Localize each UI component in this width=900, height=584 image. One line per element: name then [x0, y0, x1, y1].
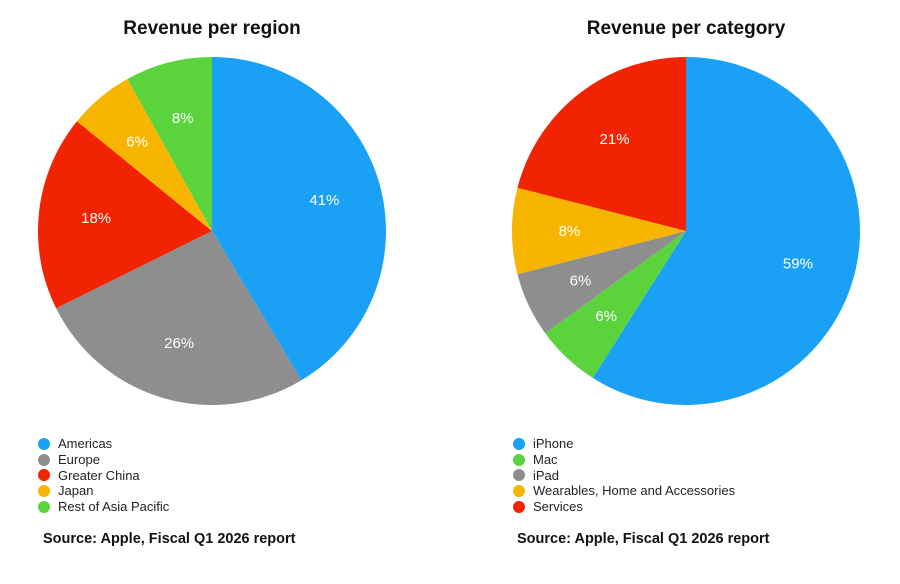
- legend-item: Rest of Asia Pacific: [38, 499, 169, 515]
- legend-category: iPhone Mac iPad Wearables, Home and Accesso…: [513, 436, 735, 515]
- legend-region: Americas Europe Greater China Japan Rest of …: [38, 436, 169, 515]
- data-label: 59%: [783, 256, 813, 273]
- legend-label: Rest of Asia Pacific: [58, 499, 170, 515]
- legend-label: Japan: [58, 483, 94, 499]
- legend-item: Americas: [38, 436, 169, 452]
- legend-swatch: [38, 501, 50, 514]
- legend-swatch: [38, 485, 50, 498]
- pie-slice-mac: [545, 231, 686, 378]
- legend-swatch: [38, 453, 50, 466]
- legend-item: iPad: [513, 468, 735, 484]
- legend-label: Services: [533, 499, 583, 515]
- data-label: 41%: [309, 192, 339, 209]
- pie-slice-ipad: [517, 231, 686, 334]
- pie-slice-americas: [212, 57, 386, 381]
- data-label: 6%: [126, 134, 148, 151]
- legend-item: Services: [513, 499, 735, 515]
- legend-swatch: [513, 501, 525, 514]
- legend-label: Wearables, Home and Accessories: [533, 483, 736, 499]
- legend-item: Greater China: [38, 468, 169, 484]
- data-label: 21%: [600, 131, 630, 148]
- pie-slice-greater-china: [38, 121, 212, 309]
- data-label: 26%: [164, 335, 194, 352]
- pie-slice-rest-of-asia-pacific: [127, 57, 212, 231]
- data-label: 6%: [595, 308, 617, 325]
- legend-label: Americas: [58, 436, 113, 451]
- legend-swatch: [513, 437, 525, 450]
- legend-swatch: [38, 469, 50, 482]
- legend-swatch: [513, 453, 525, 466]
- pie-slice-japan: [76, 78, 212, 231]
- legend-swatch: [513, 485, 525, 498]
- legend-item: Japan: [38, 483, 169, 499]
- pie-slice-services: [517, 57, 686, 231]
- legend-item: Mac: [513, 452, 735, 468]
- legend-item: Wearables, Home and Accessories: [513, 483, 735, 499]
- legend-item: iPhone: [513, 436, 735, 452]
- legend-label: Mac: [533, 451, 558, 467]
- pie-slice-europe: [56, 231, 302, 405]
- legend-label: iPhone: [533, 436, 574, 451]
- data-label: 18%: [81, 210, 111, 227]
- pie-slice-iphone: [592, 57, 860, 405]
- legend-swatch: [38, 437, 50, 450]
- source-note-category: Source: Apple, Fiscal Q1 2026 report: [517, 531, 770, 547]
- legend-label: Greater China: [58, 467, 140, 483]
- legend-label: iPad: [533, 467, 560, 483]
- legend-item: Europe: [38, 452, 169, 468]
- data-label: 8%: [172, 110, 194, 127]
- source-note-region: Source: Apple, Fiscal Q1 2026 report: [43, 531, 296, 547]
- legend-swatch: [513, 469, 525, 482]
- chart-title-category: Revenue per category: [586, 18, 786, 39]
- data-label: 8%: [559, 223, 581, 240]
- pie-slice-wearables-home-and-accessories: [512, 187, 686, 275]
- legend-label: Europe: [58, 451, 100, 467]
- data-label: 6%: [570, 273, 592, 290]
- chart-title-region: Revenue per region: [123, 18, 301, 39]
